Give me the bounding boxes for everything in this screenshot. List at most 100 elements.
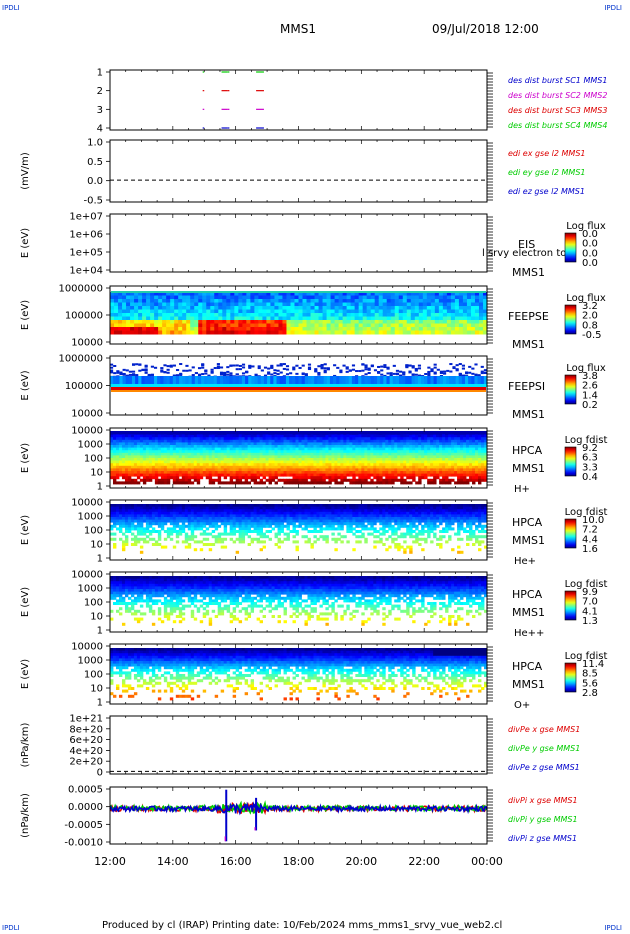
- heatmap-cell: [390, 292, 396, 296]
- heatmap-cell: [370, 481, 374, 485]
- heatmap-cell: [118, 439, 123, 443]
- heatmap-cell: [115, 517, 120, 520]
- heatmap-cell: [418, 442, 422, 446]
- heatmap-cell: [422, 299, 428, 303]
- heatmap-cell: [229, 468, 234, 472]
- heatmap-cell: [139, 532, 144, 536]
- heatmap-cell: [206, 302, 211, 307]
- heatmap-cell: [268, 478, 272, 482]
- heatmap-cell: [458, 320, 464, 324]
- heatmap-cell: [122, 302, 127, 307]
- heatmap-speck: [351, 364, 356, 367]
- heatmap-cell: [391, 437, 395, 441]
- heatmap-cell: [394, 439, 398, 443]
- heatmap-cell: [390, 302, 396, 307]
- heatmap-cell: [242, 292, 247, 296]
- heatmap-cell: [436, 437, 440, 441]
- heatmap-cell: [184, 439, 189, 443]
- heatmap-cell: [412, 476, 416, 480]
- heatmap-cell: [400, 473, 404, 477]
- heatmap-cell: [265, 447, 269, 451]
- heatmap-speck: [433, 372, 437, 375]
- heatmap-cell: [352, 439, 356, 443]
- heatmap-cell: [406, 476, 410, 480]
- heatmap-cell: [217, 460, 222, 464]
- heatmap-cell: [218, 323, 223, 328]
- heatmap-cell: [202, 442, 207, 446]
- heatmap-cell: [169, 471, 174, 474]
- instrument-label: MMS1: [512, 408, 545, 421]
- heatmap-cell: [222, 292, 227, 296]
- heatmap-cell: [354, 323, 360, 328]
- heatmap-cell: [142, 437, 147, 441]
- heatmap-cell: [391, 478, 395, 482]
- heatmap-cell: [286, 463, 290, 467]
- heatmap-cell: [380, 376, 384, 384]
- heatmap-cell: [121, 439, 126, 443]
- heatmap-cell: [386, 309, 392, 314]
- heatmap-speck: [461, 364, 466, 367]
- heatmap-cell: [458, 313, 464, 317]
- heatmap-cell: [211, 434, 216, 438]
- heatmap-cell: [362, 295, 368, 300]
- heatmap-cell: [142, 442, 147, 446]
- heatmap-cell: [199, 463, 204, 467]
- heatmap-cell: [259, 465, 263, 469]
- heatmap-cell: [115, 481, 120, 485]
- heatmap-cell: [349, 431, 353, 434]
- heatmap-cell: [118, 452, 123, 456]
- heatmap-cell: [442, 468, 446, 472]
- heatmap-cell: [232, 376, 237, 384]
- heatmap-cell: [235, 452, 240, 456]
- heatmap-cell: [190, 458, 195, 461]
- heatmap-cell: [474, 316, 480, 321]
- heatmap-cell: [442, 445, 446, 448]
- heatmap-speck: [402, 373, 406, 376]
- heatmap-cell: [247, 431, 252, 434]
- heatmap-cell: [373, 447, 377, 451]
- heatmap-cell: [426, 295, 432, 300]
- heatmap-cell: [410, 292, 416, 296]
- heatmap-cell: [436, 431, 440, 434]
- heatmap-cell: [302, 316, 308, 321]
- heatmap-cell: [439, 447, 443, 451]
- heatmap-cell: [462, 323, 468, 328]
- heatmap-cell: [280, 468, 284, 472]
- heatmap-cell: [472, 471, 476, 474]
- heatmap-cell: [349, 460, 353, 464]
- heatmap-cell: [346, 445, 350, 448]
- heatmap-cell: [226, 323, 231, 328]
- heatmap-cell: [258, 292, 263, 296]
- heatmap-cell: [262, 458, 266, 461]
- heatmap-cell: [112, 437, 117, 441]
- heatmap-cell: [154, 313, 159, 317]
- heatmap-cell: [274, 447, 278, 451]
- heatmap-cell: [367, 376, 372, 384]
- heatmap-cell: [457, 455, 461, 459]
- heatmap-cell: [270, 320, 275, 324]
- heatmap-cell: [334, 481, 338, 485]
- heatmap-cell: [382, 460, 386, 464]
- heatmap-cell: [235, 445, 240, 448]
- heatmap-cell: [223, 442, 228, 446]
- heatmap-cell: [175, 463, 180, 467]
- heatmap-cell: [394, 471, 398, 474]
- heatmap-cell: [139, 460, 144, 464]
- heatmap-cell: [226, 481, 231, 485]
- heatmap-cell: [126, 299, 131, 303]
- heatmap-cell: [382, 452, 386, 456]
- heatmap-cell: [220, 452, 225, 456]
- heatmap-cell: [466, 471, 470, 474]
- heatmap-cell: [190, 330, 195, 335]
- heatmap-cell: [142, 540, 147, 544]
- heatmap-cell: [127, 460, 132, 464]
- heatmap-cell: [292, 463, 296, 467]
- heatmap-cell: [268, 442, 272, 446]
- heatmap-cell: [478, 309, 484, 314]
- instrument-label: FEEPSE: [508, 310, 549, 323]
- heatmap-cell: [301, 450, 305, 454]
- heatmap-cell: [256, 476, 261, 480]
- heatmap-cell: [154, 450, 159, 454]
- heatmap-cell: [139, 445, 144, 448]
- heatmap-cell: [244, 478, 249, 482]
